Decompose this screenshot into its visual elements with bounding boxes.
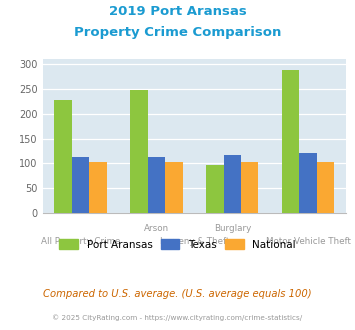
Text: © 2025 CityRating.com - https://www.cityrating.com/crime-statistics/: © 2025 CityRating.com - https://www.city…: [53, 314, 302, 321]
Legend: Port Aransas, Texas, National: Port Aransas, Texas, National: [55, 235, 300, 254]
Bar: [89, 162, 107, 213]
Bar: [224, 155, 241, 213]
Bar: [300, 153, 317, 213]
Text: Motor Vehicle Theft: Motor Vehicle Theft: [266, 237, 351, 246]
Bar: [130, 89, 148, 213]
Text: Property Crime Comparison: Property Crime Comparison: [74, 26, 281, 39]
Text: 2019 Port Aransas: 2019 Port Aransas: [109, 5, 246, 18]
Text: Larceny & Theft: Larceny & Theft: [160, 237, 229, 246]
Bar: [206, 165, 224, 213]
Bar: [282, 70, 300, 213]
Bar: [317, 162, 334, 213]
Bar: [54, 100, 72, 213]
Bar: [72, 157, 89, 213]
Bar: [165, 162, 182, 213]
Text: Arson: Arson: [144, 224, 169, 233]
Bar: [148, 157, 165, 213]
Text: All Property Crime: All Property Crime: [41, 237, 120, 246]
Bar: [241, 162, 258, 213]
Text: Burglary: Burglary: [214, 224, 251, 233]
Text: Compared to U.S. average. (U.S. average equals 100): Compared to U.S. average. (U.S. average …: [43, 289, 312, 299]
